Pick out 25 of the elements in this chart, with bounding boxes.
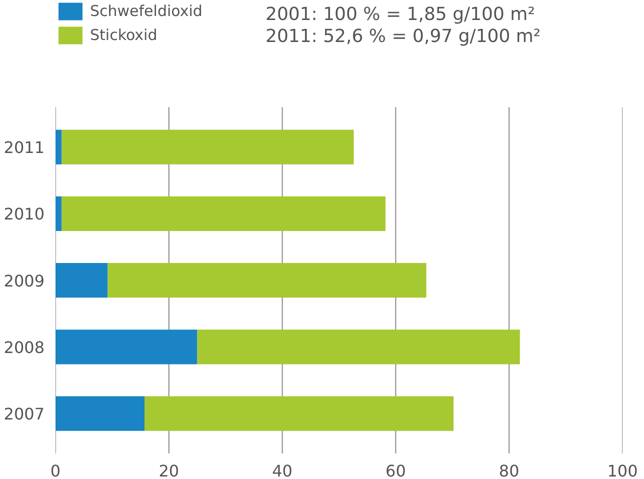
y-tick-label: 2009 [4, 271, 44, 290]
bar [56, 330, 198, 364]
bar [56, 396, 145, 431]
x-tick-label: 100 [607, 462, 638, 479]
bar [144, 396, 454, 431]
text: 2001: 100 % = 1,85 g/100 m² [266, 4, 535, 25]
bar [62, 196, 386, 231]
bar [197, 330, 520, 364]
y-tick-label: 2007 [4, 404, 44, 424]
text: 2011: 52,6 % = 0,97 g/100 m² [266, 26, 541, 47]
bar [56, 196, 62, 231]
legend-label: Stickoxid [90, 26, 158, 44]
x-tick-label: 60 [386, 462, 406, 479]
bar [108, 262, 426, 298]
x-tick-label: 80 [498, 462, 520, 479]
bar [62, 130, 354, 164]
x-tick-label: 40 [272, 462, 292, 479]
y-tick-label: 2008 [4, 338, 44, 357]
x-tick-label: 0 [50, 462, 61, 479]
bar [56, 130, 62, 164]
x-tick-label: 20 [158, 462, 180, 479]
bar [56, 262, 108, 298]
y-tick-label: 2010 [4, 204, 44, 224]
legend-label: Schwefeldioxid [90, 2, 202, 20]
y-tick-label: 2011 [4, 138, 44, 158]
